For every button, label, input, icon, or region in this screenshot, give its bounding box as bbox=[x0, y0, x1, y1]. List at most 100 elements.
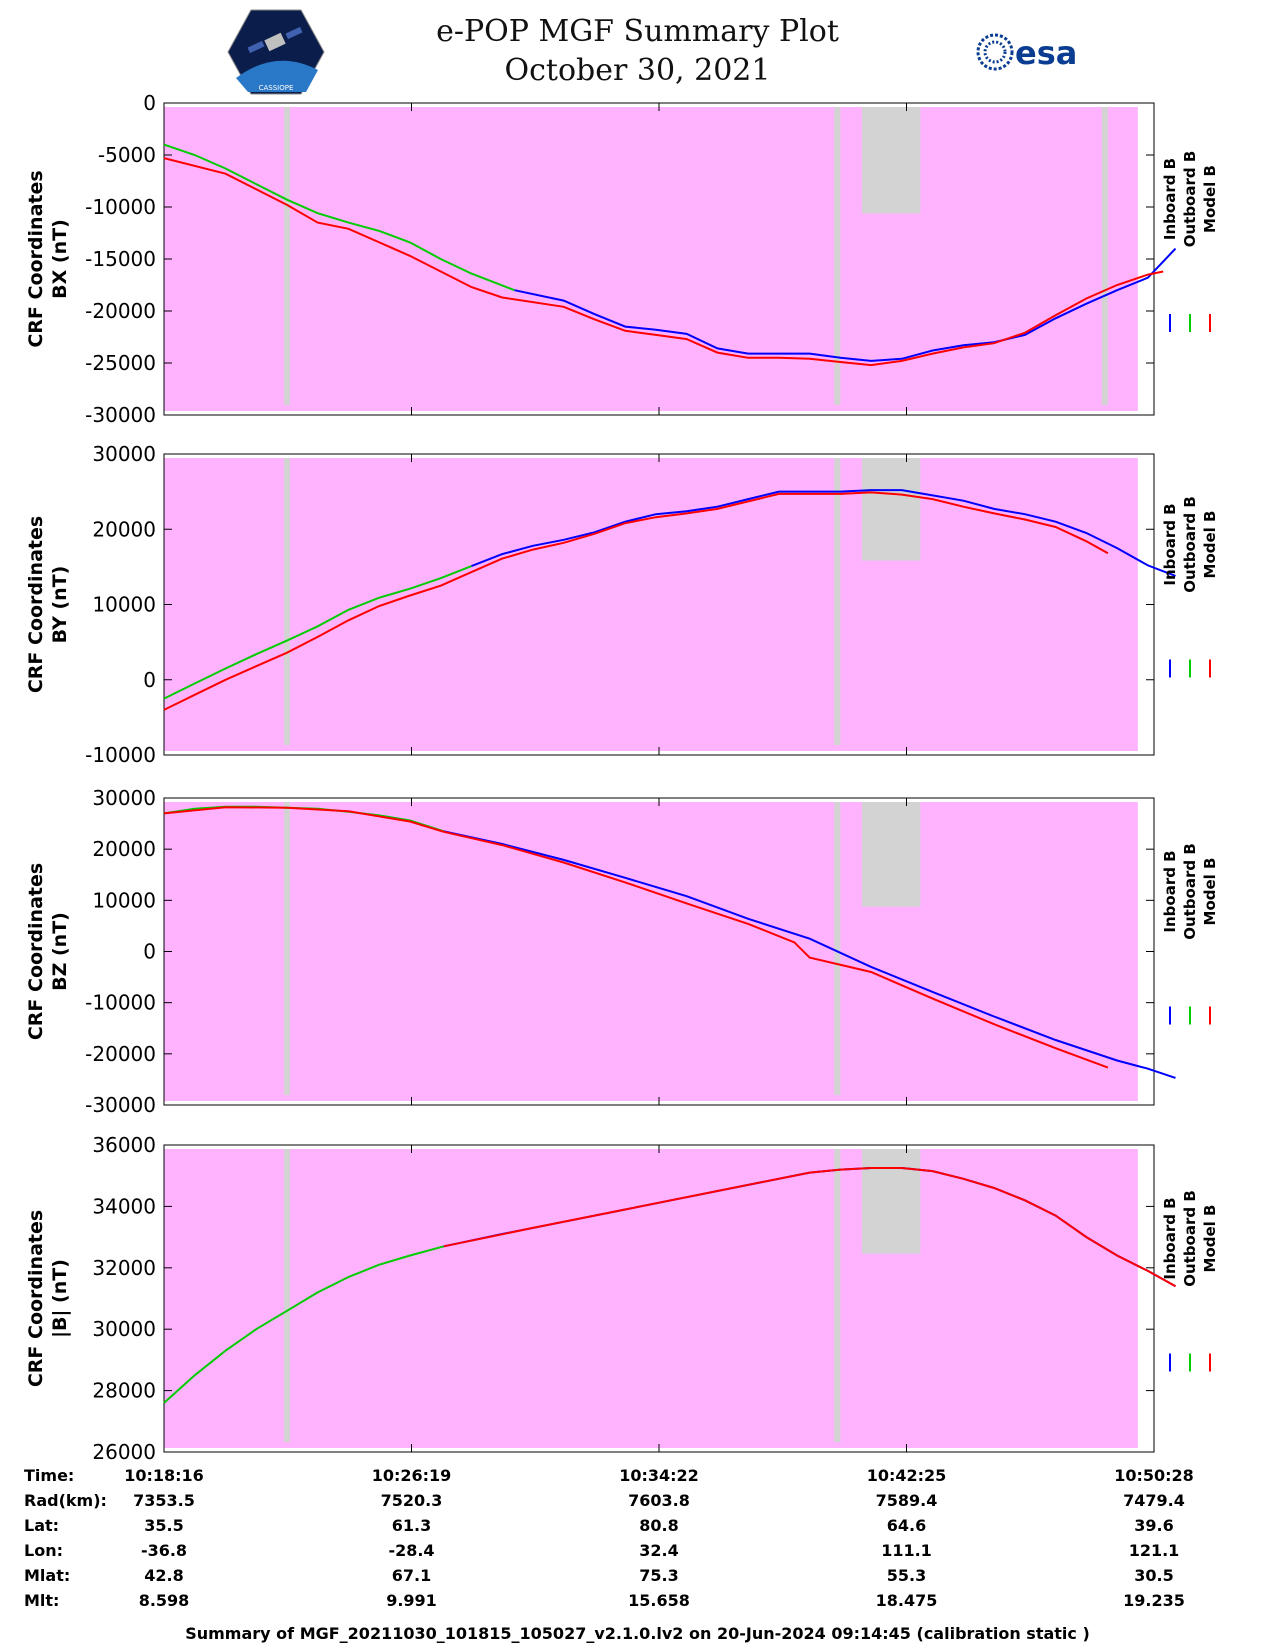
info-cell: 10:18:16 bbox=[124, 1466, 204, 1485]
legend-label: Model B bbox=[1201, 511, 1219, 579]
cassiope-logo-icon: CASSIOPE bbox=[227, 9, 325, 95]
y-axis-label: BZ (nT) bbox=[49, 912, 71, 991]
info-cell: 32.4 bbox=[639, 1541, 679, 1560]
gap-bar bbox=[861, 802, 921, 907]
info-row-label: Mlat: bbox=[24, 1566, 71, 1585]
summary-footer: Summary of MGF_20211030_101815_105027_v2… bbox=[185, 1624, 1090, 1643]
y-axis-label: CRF Coordinates bbox=[25, 863, 47, 1040]
coverage-band bbox=[164, 458, 1138, 751]
y-tick-label: 32000 bbox=[92, 1256, 156, 1280]
series-line bbox=[163, 565, 472, 700]
y-axis-label: BY (nT) bbox=[49, 566, 71, 644]
y-tick-label: -20000 bbox=[85, 1042, 156, 1066]
y-tick-label: 20000 bbox=[92, 517, 156, 541]
info-cell: 10:34:22 bbox=[619, 1466, 699, 1485]
info-cell: 35.5 bbox=[144, 1516, 184, 1535]
series-line bbox=[443, 830, 1176, 1079]
y-tick-label: -30000 bbox=[85, 1093, 156, 1117]
info-cell: -28.4 bbox=[388, 1541, 435, 1560]
series-line bbox=[163, 491, 1109, 711]
y-tick-label: 36000 bbox=[92, 1133, 156, 1157]
y-tick-label: -10000 bbox=[85, 743, 156, 767]
legend-label: Outboard B bbox=[1181, 151, 1199, 248]
info-cell: 75.3 bbox=[639, 1566, 679, 1585]
summary-plots: 0 -5000 -10000 -15000 -20000 -25000 -30000 CRF … bbox=[25, 91, 1219, 1460]
series-line bbox=[163, 806, 1109, 1069]
info-cell: 61.3 bbox=[391, 1516, 432, 1535]
gap-bar bbox=[283, 1149, 291, 1443]
gap-bar bbox=[834, 802, 841, 1096]
y-tick-label: -5000 bbox=[98, 143, 156, 167]
legend-label: Model B bbox=[1201, 165, 1219, 233]
legend-label: Outboard B bbox=[1181, 1190, 1199, 1287]
info-cell: 18.475 bbox=[875, 1591, 938, 1610]
info-cell: 7353.5 bbox=[133, 1491, 195, 1510]
plot-title: e-POP MGF Summary Plot bbox=[436, 14, 839, 49]
esa-logo-icon: esa bbox=[976, 33, 1077, 72]
y-tick-label: -10000 bbox=[85, 991, 156, 1015]
y-axis-label: CRF Coordinates bbox=[25, 1210, 47, 1387]
info-cell: -36.8 bbox=[140, 1541, 188, 1560]
coverage-band bbox=[164, 802, 1138, 1101]
y-tick-label: -15000 bbox=[85, 247, 156, 271]
info-cell: 19.235 bbox=[1123, 1591, 1185, 1610]
series-line bbox=[471, 489, 1176, 577]
y-axis-label: CRF Coordinates bbox=[25, 170, 47, 347]
series-line bbox=[514, 247, 1177, 362]
y-tick-label: 0 bbox=[143, 91, 156, 115]
gap-bar bbox=[1101, 107, 1108, 405]
info-cell: 80.8 bbox=[639, 1516, 679, 1535]
info-row-label: Mlt: bbox=[24, 1591, 60, 1610]
gap-bar bbox=[283, 802, 291, 1096]
legend-label: Outboard B bbox=[1181, 496, 1199, 593]
y-tick-label: 20000 bbox=[92, 837, 156, 861]
y-axis-label: BX (nT) bbox=[49, 219, 71, 299]
gap-bar bbox=[834, 107, 841, 405]
info-row-label: Rad(km): bbox=[24, 1491, 107, 1510]
info-cell: 39.6 bbox=[1134, 1516, 1174, 1535]
info-cell: 9.991 bbox=[386, 1591, 437, 1610]
y-tick-label: 10000 bbox=[92, 593, 156, 617]
gap-bar bbox=[834, 458, 841, 746]
info-cell: 15.658 bbox=[628, 1591, 690, 1610]
y-tick-label: 30000 bbox=[92, 1317, 156, 1341]
y-tick-label: 26000 bbox=[92, 1440, 156, 1460]
info-cell: 10:50:28 bbox=[1114, 1466, 1194, 1485]
info-cell: 7520.3 bbox=[380, 1491, 443, 1510]
y-tick-label: 28000 bbox=[92, 1379, 156, 1403]
info-cell: 67.1 bbox=[391, 1566, 432, 1585]
info-cell: 8.598 bbox=[138, 1591, 190, 1610]
series-line bbox=[163, 143, 515, 292]
gap-bar bbox=[861, 107, 921, 214]
y-axis-label: |B| (nT) bbox=[49, 1259, 71, 1338]
y-tick-label: 34000 bbox=[92, 1194, 156, 1218]
legend-label: Model B bbox=[1201, 1205, 1219, 1273]
legend-label: Model B bbox=[1201, 858, 1219, 926]
series-line bbox=[163, 1245, 445, 1404]
info-cell: 7589.4 bbox=[875, 1491, 938, 1510]
info-row-label: Lon: bbox=[24, 1541, 63, 1560]
info-cell: 121.1 bbox=[1128, 1541, 1180, 1560]
info-row-label: Time: bbox=[24, 1466, 75, 1485]
esa-logo-text: esa bbox=[1015, 34, 1077, 72]
coverage-band bbox=[164, 1149, 1138, 1448]
info-cell: 7603.8 bbox=[628, 1491, 690, 1510]
info-cell: 64.6 bbox=[886, 1516, 927, 1535]
series-line bbox=[163, 157, 1164, 367]
info-cell: 30.5 bbox=[1134, 1566, 1174, 1585]
y-tick-label: 10000 bbox=[92, 888, 156, 912]
info-cell: 10:26:19 bbox=[371, 1466, 452, 1485]
info-cell: 7479.4 bbox=[1123, 1491, 1185, 1510]
y-tick-label: -20000 bbox=[85, 299, 156, 323]
y-tick-label: -25000 bbox=[85, 351, 156, 375]
info-cell: 111.1 bbox=[881, 1541, 932, 1560]
cassiope-logo-text: CASSIOPE bbox=[259, 84, 294, 92]
legend-label: Inboard B bbox=[1161, 1197, 1179, 1279]
legend-label: Inboard B bbox=[1161, 503, 1179, 585]
y-tick-label: 0 bbox=[143, 668, 156, 692]
plot-date: October 30, 2021 bbox=[504, 53, 771, 88]
info-cell: 42.8 bbox=[144, 1566, 184, 1585]
gap-bar bbox=[861, 1149, 921, 1254]
info-cell: 10:42:25 bbox=[866, 1466, 947, 1485]
y-tick-label: -10000 bbox=[85, 195, 156, 219]
